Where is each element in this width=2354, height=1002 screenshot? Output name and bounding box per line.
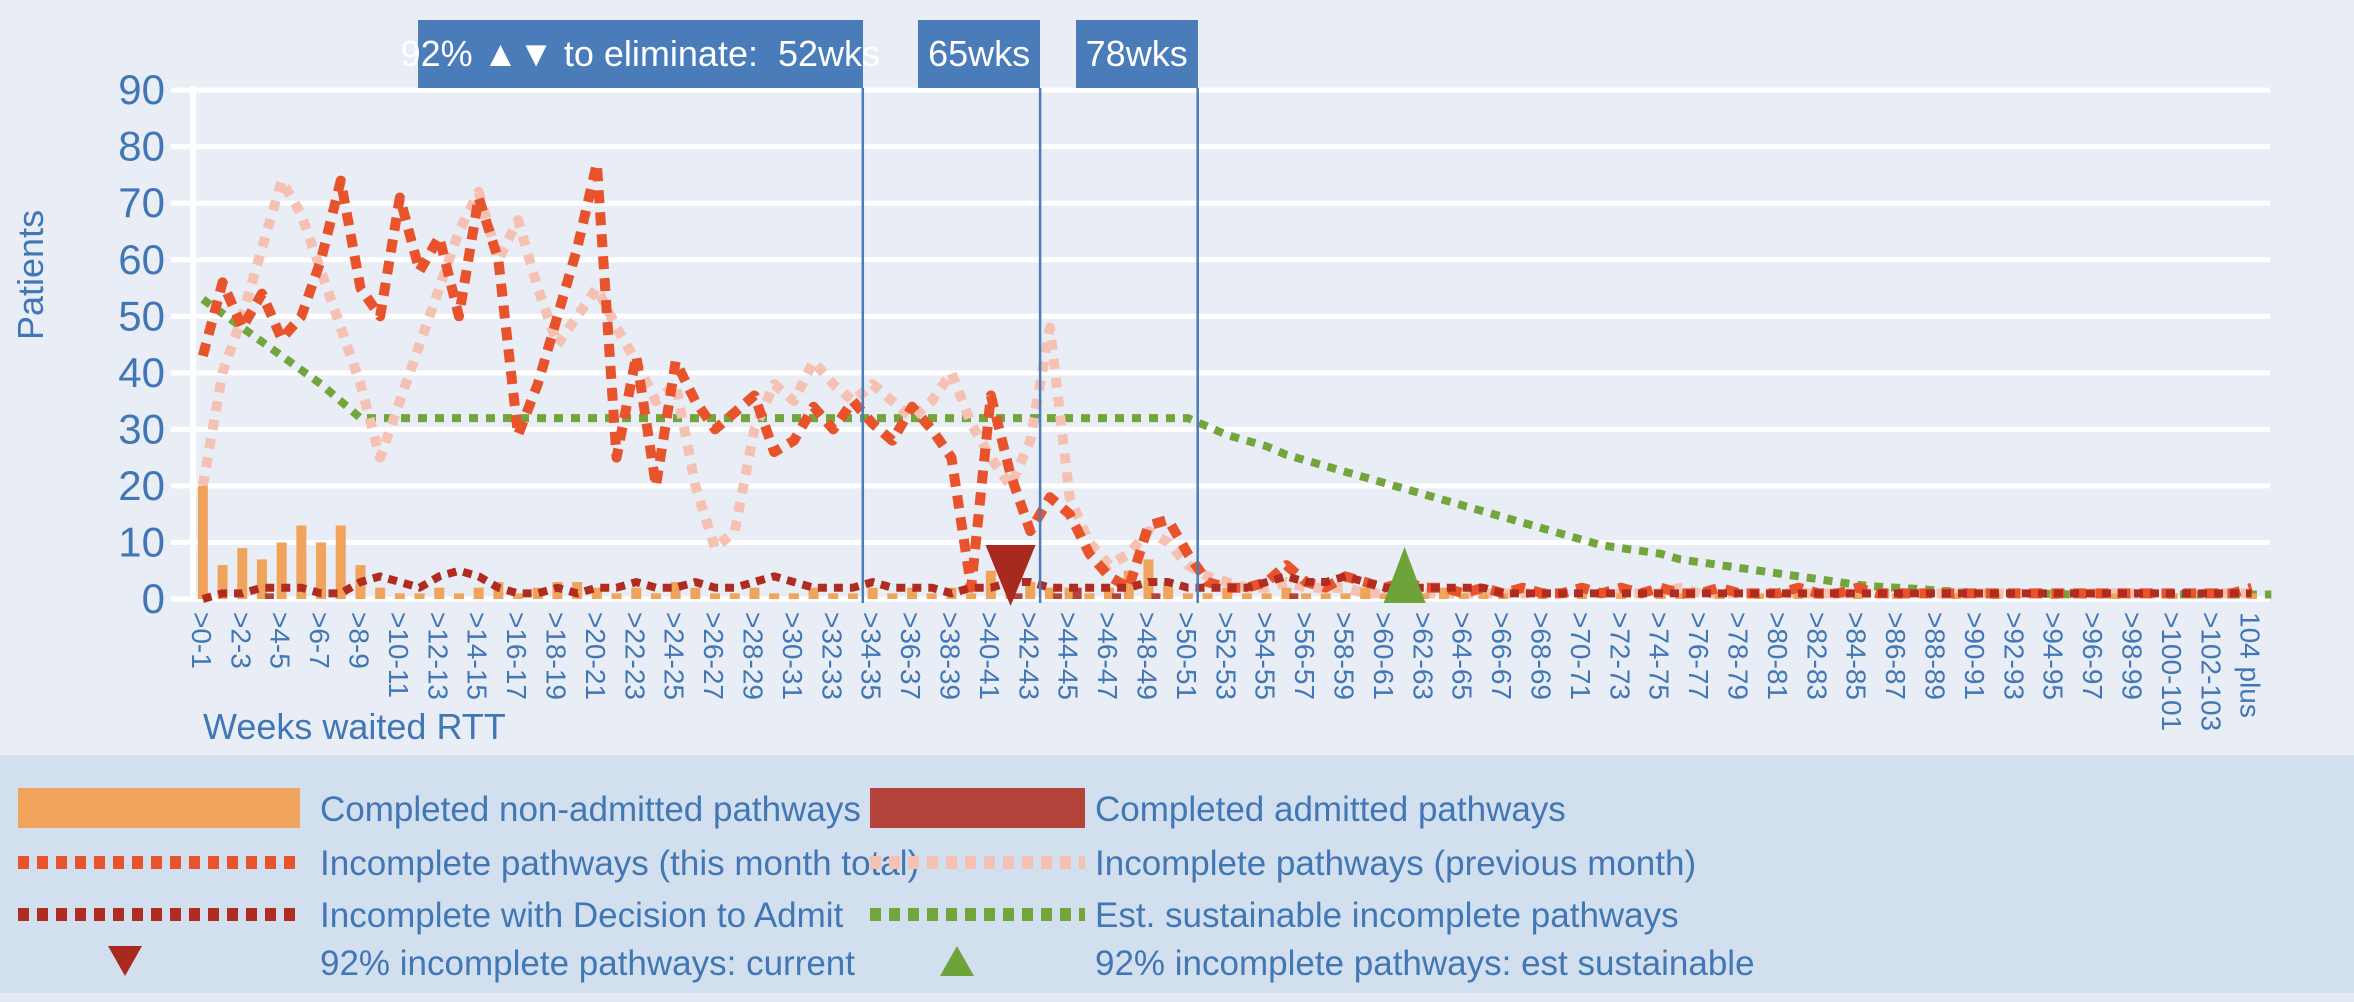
svg-text:>38-39: >38-39 — [934, 612, 965, 700]
svg-text:>98-99: >98-99 — [2116, 612, 2147, 700]
y-axis-title: Patients — [10, 209, 51, 340]
svg-text:>22-23: >22-23 — [619, 612, 650, 700]
annotation-label: 65wks — [928, 33, 1031, 74]
legend-label: Incomplete pathways (previous month) — [1095, 844, 1697, 883]
svg-text:>24-25: >24-25 — [659, 612, 690, 700]
svg-text:>52-53: >52-53 — [1210, 612, 1241, 700]
triangle-up-icon — [940, 946, 974, 976]
legend-item-incomplete-dta: Incomplete with Decision to Admit — [0, 894, 1800, 938]
svg-text:>70-71: >70-71 — [1565, 612, 1596, 700]
svg-text:>2-3: >2-3 — [225, 612, 256, 669]
svg-text:80: 80 — [118, 123, 165, 170]
legend-item-92pct-current: 92% incomplete pathways: current — [0, 942, 1800, 986]
svg-text:>60-61: >60-61 — [1368, 612, 1399, 700]
legend-item-incomplete-this-month: Incomplete pathways (this month total) — [0, 842, 1800, 886]
dark-red-dotted-line-swatch-icon — [18, 908, 300, 921]
legend-band: Completed non-admitted pathways Incomple… — [0, 755, 2354, 1002]
triangle-down-icon — [108, 946, 142, 976]
annotation-label: 78wks — [1085, 33, 1188, 74]
svg-text:>94-95: >94-95 — [2038, 612, 2069, 700]
svg-text:70: 70 — [118, 179, 165, 226]
svg-text:>62-63: >62-63 — [1407, 612, 1438, 700]
dark-red-bar-swatch-icon — [870, 788, 1085, 828]
svg-text:>20-21: >20-21 — [580, 612, 611, 700]
svg-text:60: 60 — [118, 236, 165, 283]
pink-dotted-line-swatch-icon — [870, 856, 1085, 869]
svg-text:>36-37: >36-37 — [895, 612, 926, 700]
legend-label: Completed non-admitted pathways — [320, 790, 861, 829]
svg-text:>12-13: >12-13 — [422, 612, 453, 700]
svg-text:104 plus: 104 plus — [2235, 612, 2266, 718]
svg-text:90: 90 — [118, 66, 165, 113]
svg-text:>16-17: >16-17 — [501, 612, 532, 700]
svg-text:30: 30 — [118, 405, 165, 452]
svg-text:40: 40 — [118, 349, 165, 396]
legend-label: Incomplete pathways (this month total) — [320, 844, 920, 883]
red-dotted-line-swatch-icon — [18, 856, 300, 869]
legend-item-incomplete-previous-month: Incomplete pathways (previous month) — [0, 842, 1800, 886]
svg-text:>72-73: >72-73 — [1604, 612, 1635, 700]
annotation-78wks: 78wks — [1075, 20, 1198, 88]
svg-text:>88-89: >88-89 — [1919, 612, 1950, 700]
svg-text:>56-57: >56-57 — [1289, 612, 1320, 700]
svg-text:0: 0 — [142, 575, 165, 622]
legend-label: 92% incomplete pathways: current — [320, 944, 855, 983]
svg-text:>64-65: >64-65 — [1447, 612, 1478, 700]
svg-text:>100-101: >100-101 — [2156, 612, 2187, 731]
svg-text:>78-79: >78-79 — [1722, 612, 1753, 700]
svg-text:>44-45: >44-45 — [1053, 612, 1084, 700]
bottom-strip — [0, 993, 2354, 1002]
legend-label: Incomplete with Decision to Admit — [320, 896, 844, 935]
svg-text:>34-35: >34-35 — [856, 612, 887, 700]
legend-item-est-sustainable: Est. sustainable incomplete pathways — [0, 894, 1800, 938]
svg-text:20: 20 — [118, 462, 165, 509]
svg-text:>50-51: >50-51 — [1171, 612, 1202, 700]
svg-text:>26-27: >26-27 — [698, 612, 729, 700]
annotation-92pct-to-eliminate-52wks: 92% ▲▼ to eliminate: 52wks — [401, 20, 880, 88]
svg-text:>92-93: >92-93 — [1998, 612, 2029, 700]
svg-text:>90-91: >90-91 — [1959, 612, 1990, 700]
svg-text:>46-47: >46-47 — [1092, 612, 1123, 700]
svg-text:>18-19: >18-19 — [540, 612, 571, 700]
svg-text:>14-15: >14-15 — [462, 612, 493, 700]
svg-text:>74-75: >74-75 — [1644, 612, 1675, 700]
green-dotted-line-swatch-icon — [870, 908, 1085, 921]
waiting-times-chart: 0 10 20 30 40 50 60 70 80 90 >0-1 >2-3 >4-5 >6-7 >8-9 >… — [118, 66, 2272, 731]
svg-text:>48-49: >48-49 — [1131, 612, 1162, 700]
svg-text:>4-5: >4-5 — [265, 612, 296, 669]
annotation-label: 92% ▲▼ to eliminate: 52wks — [400, 33, 881, 74]
legend-label: Completed admitted pathways — [1095, 790, 1566, 829]
legend-label: 92% incomplete pathways: est sustainable — [1095, 944, 1755, 983]
legend-item-92pct-sustainable: 92% incomplete pathways: est sustainable — [0, 942, 1800, 986]
svg-text:>28-29: >28-29 — [737, 612, 768, 700]
svg-text:>58-59: >58-59 — [1328, 612, 1359, 700]
x-axis-title: Weeks waited RTT — [203, 706, 506, 747]
svg-text:>96-97: >96-97 — [2077, 612, 2108, 700]
svg-text:>80-81: >80-81 — [1762, 612, 1793, 700]
svg-text:>76-77: >76-77 — [1683, 612, 1714, 700]
svg-text:>6-7: >6-7 — [304, 612, 335, 669]
annotation-65wks: 65wks — [918, 20, 1041, 88]
svg-text:>8-9: >8-9 — [343, 612, 374, 669]
svg-text:10: 10 — [118, 518, 165, 565]
svg-text:>102-103: >102-103 — [2195, 612, 2226, 731]
svg-text:>54-55: >54-55 — [1250, 612, 1281, 700]
svg-text:>10-11: >10-11 — [383, 612, 414, 698]
svg-text:>30-31: >30-31 — [777, 612, 808, 700]
svg-text:>84-85: >84-85 — [1841, 612, 1872, 700]
svg-text:>0-1: >0-1 — [186, 612, 217, 669]
legend-item-completed-admitted: Completed admitted pathways — [0, 788, 1800, 832]
svg-text:>68-69: >68-69 — [1525, 612, 1556, 700]
svg-text:>82-83: >82-83 — [1801, 612, 1832, 700]
orange-bar-swatch-icon — [18, 788, 300, 828]
svg-text:>86-87: >86-87 — [1880, 612, 1911, 700]
legend-item-completed-non-admitted: Completed non-admitted pathways — [0, 788, 1800, 832]
svg-text:>66-67: >66-67 — [1486, 612, 1517, 700]
svg-text:50: 50 — [118, 292, 165, 339]
svg-text:>42-43: >42-43 — [1013, 612, 1044, 700]
svg-text:>32-33: >32-33 — [816, 612, 847, 700]
svg-text:>40-41: >40-41 — [974, 612, 1005, 700]
legend-label: Est. sustainable incomplete pathways — [1095, 896, 1679, 935]
